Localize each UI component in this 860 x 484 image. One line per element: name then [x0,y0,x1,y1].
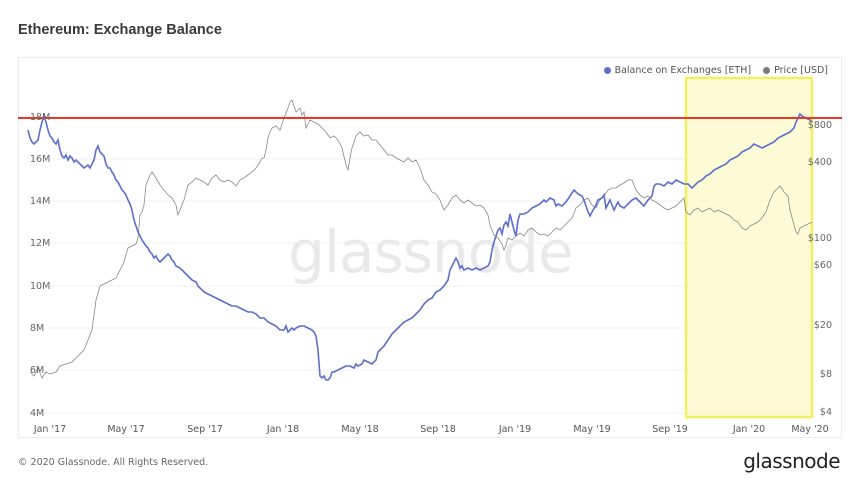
balance-line [27,112,813,381]
price-line [29,99,813,379]
x-tick: Sep '19 [652,424,688,435]
highlight-box [684,76,814,419]
y-tick-60: $60 [814,260,832,271]
y-tick-800: $800 [808,120,832,131]
x-axis: Jan '17 May '17 Sep '17 Jan '18 May '18 … [33,424,829,435]
x-tick: May '17 [107,424,144,435]
y-tick-6m: 6M [30,365,44,376]
x-tick: May '20 [791,424,828,435]
y-tick-4m: 4M [30,408,44,419]
legend-dot-icon [763,67,771,74]
x-tick: Jan '17 [33,424,66,435]
legend-item-balance[interactable]: Balance on Exchanges [ETH] [603,65,752,76]
y-tick-18m: 18M [30,112,50,123]
left-axis: 18M 16M 14M 12M 10M 8M 6M 4M [30,112,50,419]
y-tick-12m: 12M [30,238,50,249]
y-tick-14m: 14M [30,196,50,207]
x-tick: May '18 [341,424,378,435]
legend-label: Price [USD] [774,65,828,76]
x-tick: Jan '18 [266,424,299,435]
y-tick-400: $400 [808,157,832,168]
right-axis: $800 $400 $100 $60 $20 $8 $4 [808,120,832,418]
y-tick-20: $20 [814,320,832,331]
y-tick-4: $4 [820,407,832,418]
y-tick-8: $8 [820,369,832,380]
y-tick-100: $100 [808,233,832,244]
y-tick-16m: 16M [30,154,50,165]
legend-label: Balance on Exchanges [ETH] [614,65,752,76]
brand-logo: glassnode [743,449,840,473]
watermark: glassnode [288,218,574,286]
y-tick-8m: 8M [30,323,44,334]
grid-lines [28,116,812,414]
chart-frame [18,57,842,438]
x-tick: May '19 [573,424,610,435]
x-tick: Jan '19 [498,424,531,435]
chart-legend: Balance on Exchanges [ETH] Price [USD] [603,65,828,76]
legend-item-price[interactable]: Price [USD] [763,65,828,76]
x-tick: Jan '20 [732,424,765,435]
legend-dot-icon [603,67,611,74]
x-tick: Sep '17 [187,424,223,435]
chart-title: Ethereum: Exchange Balance [18,22,222,38]
y-tick-10m: 10M [30,281,50,292]
x-tick: Sep '18 [420,424,456,435]
copyright-text: © 2020 Glassnode. All Rights Reserved. [18,457,209,468]
